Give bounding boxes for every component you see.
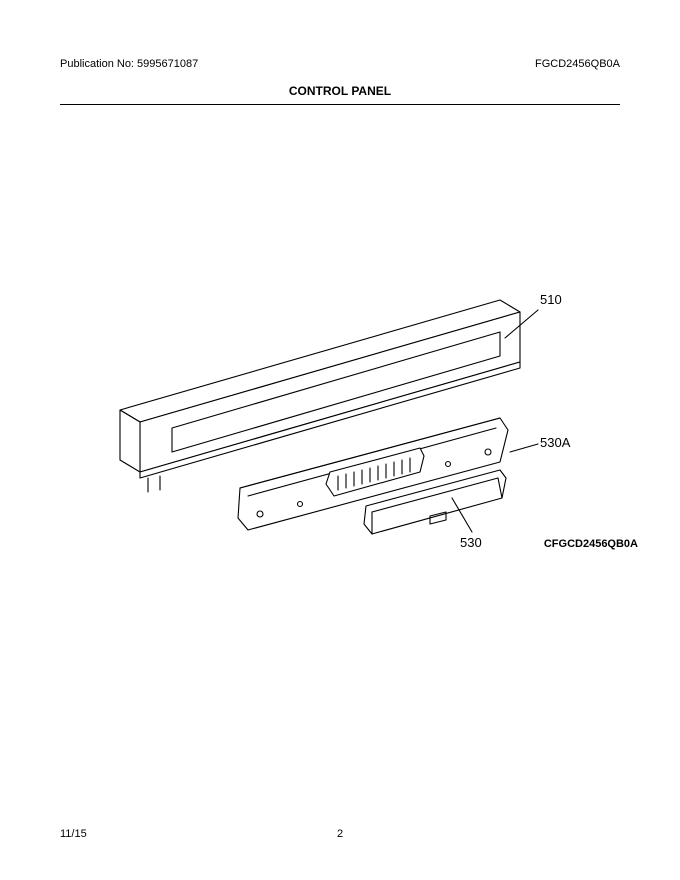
callout-510: 510 — [540, 292, 562, 307]
drawing-code: CFGCD2456QB0A — [544, 538, 638, 550]
page: Publication No: 5995671087 FGCD2456QB0A … — [0, 0, 680, 880]
footer-page-number: 2 — [0, 828, 680, 840]
diagram-svg — [0, 100, 680, 780]
callout-530: 530 — [460, 535, 482, 550]
exploded-diagram: 510 530A 530 CFGCD2456QB0A — [0, 100, 680, 780]
header-row: Publication No: 5995671087 FGCD2456QB0A — [60, 58, 620, 70]
publication-number: Publication No: 5995671087 — [60, 58, 198, 70]
callout-530a: 530A — [540, 435, 570, 450]
model-number: FGCD2456QB0A — [535, 58, 620, 70]
